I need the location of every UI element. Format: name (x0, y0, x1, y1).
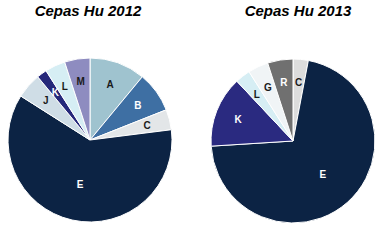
slice-label: L (62, 81, 68, 92)
slice-label: J (43, 95, 49, 106)
chart-title: Cepas Hu 2012 (35, 2, 142, 19)
slice-label: M (77, 76, 85, 87)
slice-label: A (106, 79, 113, 90)
chart-title: Cepas Hu 2013 (245, 2, 352, 19)
pie-chart: C E K LGR Cepas Hu 2013 (211, 2, 375, 223)
slices (211, 59, 375, 223)
pie-chart: A BC E JKLM Cepas Hu 2012 (8, 2, 172, 222)
slice-label: K (234, 114, 242, 125)
slice-labels: C E K LGR (234, 77, 326, 181)
pie-slice (65, 58, 90, 140)
pie-slice (268, 59, 293, 141)
slice-label: R (280, 77, 288, 88)
slice-label: L (254, 89, 260, 100)
chart-canvas: ABCEJKLMCepas Hu 2012CEKLGRCepas Hu 2013 (0, 0, 379, 225)
slice-label: G (264, 82, 272, 93)
slice-label: C (295, 77, 302, 88)
slice-label: C (144, 120, 151, 131)
slices (8, 58, 172, 222)
slice-labels: A BC E JKLM (43, 76, 151, 189)
slice-label: K (52, 87, 60, 98)
slice-label: B (134, 100, 141, 111)
slice-label: E (77, 179, 84, 190)
slice-label: E (319, 169, 326, 180)
